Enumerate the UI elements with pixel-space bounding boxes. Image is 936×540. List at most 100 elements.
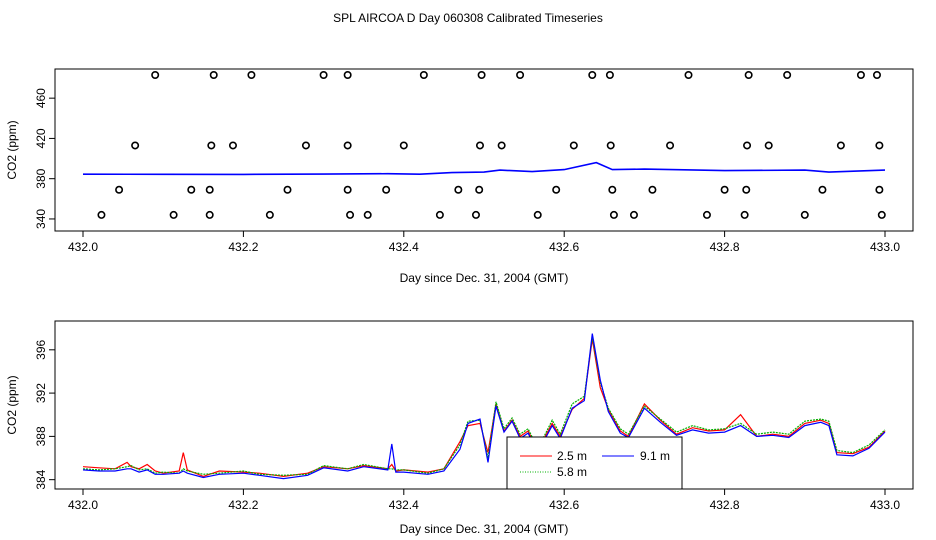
- top-point: [343, 71, 352, 80]
- top-point: [877, 210, 886, 219]
- top-point: [477, 71, 486, 80]
- top-point: [648, 185, 657, 194]
- top-point: [205, 210, 214, 219]
- top-point: [609, 210, 618, 219]
- top-point: [629, 210, 638, 219]
- top-point: [301, 141, 310, 150]
- top-point: [608, 185, 617, 194]
- top-point: [97, 210, 106, 219]
- top-x-tick-label: 432.0: [68, 240, 98, 254]
- bot-y-tick-label: 388: [34, 426, 48, 446]
- top-point: [764, 141, 773, 150]
- bot-x-tick-label: 432.6: [549, 498, 579, 512]
- top-point: [205, 185, 214, 194]
- top-point: [209, 71, 218, 80]
- legend: 2.5 m 5.8 m 9.1 m: [506, 436, 683, 490]
- top-point: [399, 141, 408, 150]
- top-point: [187, 185, 196, 194]
- top-point: [588, 71, 597, 80]
- bottom-series: [82, 333, 886, 480]
- bottom-panel: 432.0 432.2 432.4 432.6 432.8 433.0 384 388 392…: [5, 320, 914, 536]
- top-point: [744, 71, 753, 80]
- top-point: [569, 141, 578, 150]
- top-point: [475, 141, 484, 150]
- top-point: [605, 71, 614, 80]
- top-point: [115, 185, 124, 194]
- top-x-tick-label: 432.2: [228, 240, 258, 254]
- top-point: [743, 141, 752, 150]
- top-point: [228, 141, 237, 150]
- top-y-tick-label: 460: [34, 88, 48, 108]
- legend-label-5-8m: 5.8 m: [557, 465, 587, 479]
- top-point: [343, 185, 352, 194]
- bottom-y-axis-label: CO2 (ppm): [5, 375, 19, 434]
- top-point: [783, 71, 792, 80]
- top-point: [343, 141, 352, 150]
- top-x-tick-label: 432.4: [389, 240, 419, 254]
- top-series-line-1: [82, 161, 886, 176]
- top-x-tick-label: 433.0: [870, 240, 900, 254]
- bot-series-line-2: [82, 336, 886, 476]
- top-point: [516, 71, 525, 80]
- top-y-tick-label: 380: [34, 168, 48, 188]
- top-point: [435, 210, 444, 219]
- top-point: [533, 210, 542, 219]
- top-series: [82, 161, 886, 176]
- top-y-axis-label: CO2 (ppm): [5, 120, 19, 179]
- top-point: [169, 210, 178, 219]
- bot-x-tick-label: 432.4: [389, 498, 419, 512]
- top-y-tick-label: 420: [34, 128, 48, 148]
- bot-y-tick-label: 384: [34, 469, 48, 489]
- top-point: [720, 185, 729, 194]
- top-point: [742, 185, 751, 194]
- bottom-x-axis-label: Day since Dec. 31, 2004 (GMT): [400, 522, 569, 536]
- legend-box: [506, 436, 683, 490]
- top-x-tick-label: 432.8: [710, 240, 740, 254]
- top-point: [419, 71, 428, 80]
- top-point: [319, 71, 328, 80]
- top-point: [875, 185, 884, 194]
- bot-x-tick-label: 432.0: [68, 498, 98, 512]
- top-x-axis: 432.0 432.2 432.4 432.6 432.8 433.0: [68, 230, 900, 254]
- top-point: [606, 141, 615, 150]
- legend-label-9-1m: 9.1 m: [640, 449, 670, 463]
- top-point: [207, 141, 216, 150]
- bot-x-tick-label: 432.8: [710, 498, 740, 512]
- top-point: [247, 71, 256, 80]
- top-point: [346, 210, 355, 219]
- top-point: [875, 141, 884, 150]
- top-y-axis: 340 380 420 460: [34, 88, 56, 229]
- bot-series-line-1: [82, 338, 886, 478]
- legend-label-2-5m: 2.5 m: [557, 449, 587, 463]
- bot-series-line-3: [82, 333, 886, 480]
- top-points: [97, 71, 886, 219]
- top-x-axis-label: Day since Dec. 31, 2004 (GMT): [400, 271, 569, 285]
- top-point: [382, 185, 391, 194]
- top-point: [856, 71, 865, 80]
- bottom-plot-frame: [54, 320, 914, 490]
- top-point: [666, 141, 675, 150]
- top-point: [800, 210, 809, 219]
- top-point: [475, 185, 484, 194]
- top-x-tick-label: 432.6: [549, 240, 579, 254]
- top-point: [497, 141, 506, 150]
- top-point: [283, 185, 292, 194]
- top-point: [265, 210, 274, 219]
- bot-y-tick-label: 396: [34, 339, 48, 359]
- bot-y-tick-label: 392: [34, 383, 48, 403]
- bottom-x-axis: 432.0 432.2 432.4 432.6 432.8 433.0: [68, 488, 900, 512]
- top-y-tick-label: 340: [34, 209, 48, 229]
- top-point: [454, 185, 463, 194]
- top-plot-frame: [54, 68, 914, 232]
- top-point: [740, 210, 749, 219]
- top-point: [836, 141, 845, 150]
- top-point: [363, 210, 372, 219]
- top-point: [131, 141, 140, 150]
- top-point: [471, 210, 480, 219]
- top-panel: 432.0 432.2 432.4 432.6 432.8 433.0 340 380 420…: [5, 68, 914, 285]
- figure-title: SPL AIRCOA D Day 060308 Calibrated Times…: [333, 11, 603, 25]
- top-point: [151, 71, 160, 80]
- top-point: [872, 71, 881, 80]
- bottom-y-axis: 384 388 392 396: [34, 339, 56, 490]
